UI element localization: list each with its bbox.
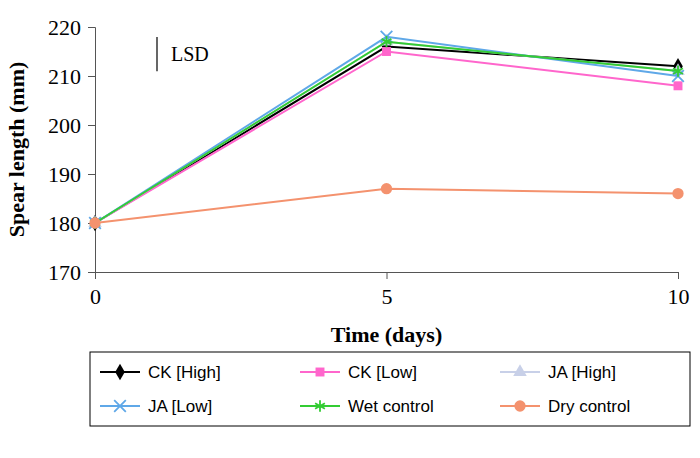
point	[89, 217, 100, 228]
legend-entry: CK [High]	[100, 363, 221, 382]
lsd-label: LSD	[171, 43, 209, 65]
y-tick: 180	[48, 211, 95, 236]
legend-marker	[513, 364, 527, 376]
legend-entry: JA [High]	[500, 363, 616, 382]
series-line	[95, 37, 678, 223]
y-tick-mark	[88, 125, 95, 126]
legend-entry: Wet control	[300, 397, 434, 416]
axis-line	[96, 273, 679, 280]
x-axis: 0 5 10	[90, 272, 690, 309]
y-tick-label: 190	[48, 162, 81, 187]
x-tick-label: 5	[382, 284, 393, 309]
legend-entry: Dry control	[500, 397, 630, 416]
point	[673, 65, 683, 76]
point	[90, 217, 100, 228]
y-tick-mark	[88, 272, 95, 273]
x-tick: 10	[668, 272, 690, 309]
point	[672, 188, 683, 199]
y-axis: 170 180 190 200 210 220	[48, 15, 96, 285]
point	[674, 81, 683, 90]
y-tick-mark	[88, 27, 95, 28]
lsd-bar	[156, 37, 157, 71]
x-tick-label: 10	[668, 284, 690, 309]
y-tick-label: 210	[48, 64, 81, 89]
series-line	[95, 42, 678, 223]
y-axis-title: Spear length (mm)	[4, 62, 29, 238]
point	[382, 47, 391, 56]
y-tick: 220	[48, 15, 95, 40]
legend-label: Wet control	[348, 397, 434, 416]
x-tick: 0	[90, 272, 101, 309]
y-tick-label: 220	[48, 15, 81, 40]
legend-marker	[316, 368, 325, 377]
legend-marker	[114, 400, 126, 412]
legend-marker	[115, 364, 125, 381]
x-tick: 5	[382, 272, 393, 309]
y-tick: 190	[48, 162, 95, 187]
series-line	[95, 42, 678, 223]
y-tick-label: 200	[48, 113, 81, 138]
y-tick: 200	[48, 113, 95, 138]
point	[382, 36, 392, 47]
point	[381, 183, 392, 194]
legend-entry: JA [Low]	[100, 397, 212, 416]
series-line	[95, 47, 678, 223]
legend-label: CK [High]	[148, 363, 221, 382]
y-tick-mark	[88, 174, 95, 175]
y-tick: 210	[48, 64, 95, 89]
y-tick-label: 180	[48, 211, 81, 236]
legend-marker	[315, 400, 325, 411]
point	[89, 217, 101, 229]
legend-label: JA [High]	[548, 363, 616, 382]
x-tick-mark	[387, 272, 388, 279]
legend-box	[90, 352, 690, 426]
chart: 170 180 190 200 210 220 0 5 10 LSD Time (days) Spea…	[0, 0, 700, 458]
legend: CK [High] CK [Low] JA [High] JA [Low] Wet co…	[90, 352, 690, 426]
legend-marker	[514, 400, 525, 411]
x-tick-mark	[678, 272, 679, 279]
y-tick-mark	[88, 76, 95, 77]
x-tick-mark	[95, 272, 96, 279]
series-area	[88, 31, 685, 231]
legend-label: JA [Low]	[148, 397, 212, 416]
plot: 170 180 190 200 210 220 0 5 10 LSD	[48, 15, 690, 309]
legend-label: Dry control	[548, 397, 630, 416]
x-tick-label: 0	[90, 284, 101, 309]
axis-line	[88, 28, 96, 273]
y-tick: 170	[48, 260, 95, 285]
series-line	[95, 52, 678, 224]
x-axis-title: Time (days)	[331, 322, 442, 347]
legend-label: CK [Low]	[348, 363, 417, 382]
y-tick-label: 170	[48, 260, 81, 285]
legend-entry: CK [Low]	[300, 363, 417, 382]
